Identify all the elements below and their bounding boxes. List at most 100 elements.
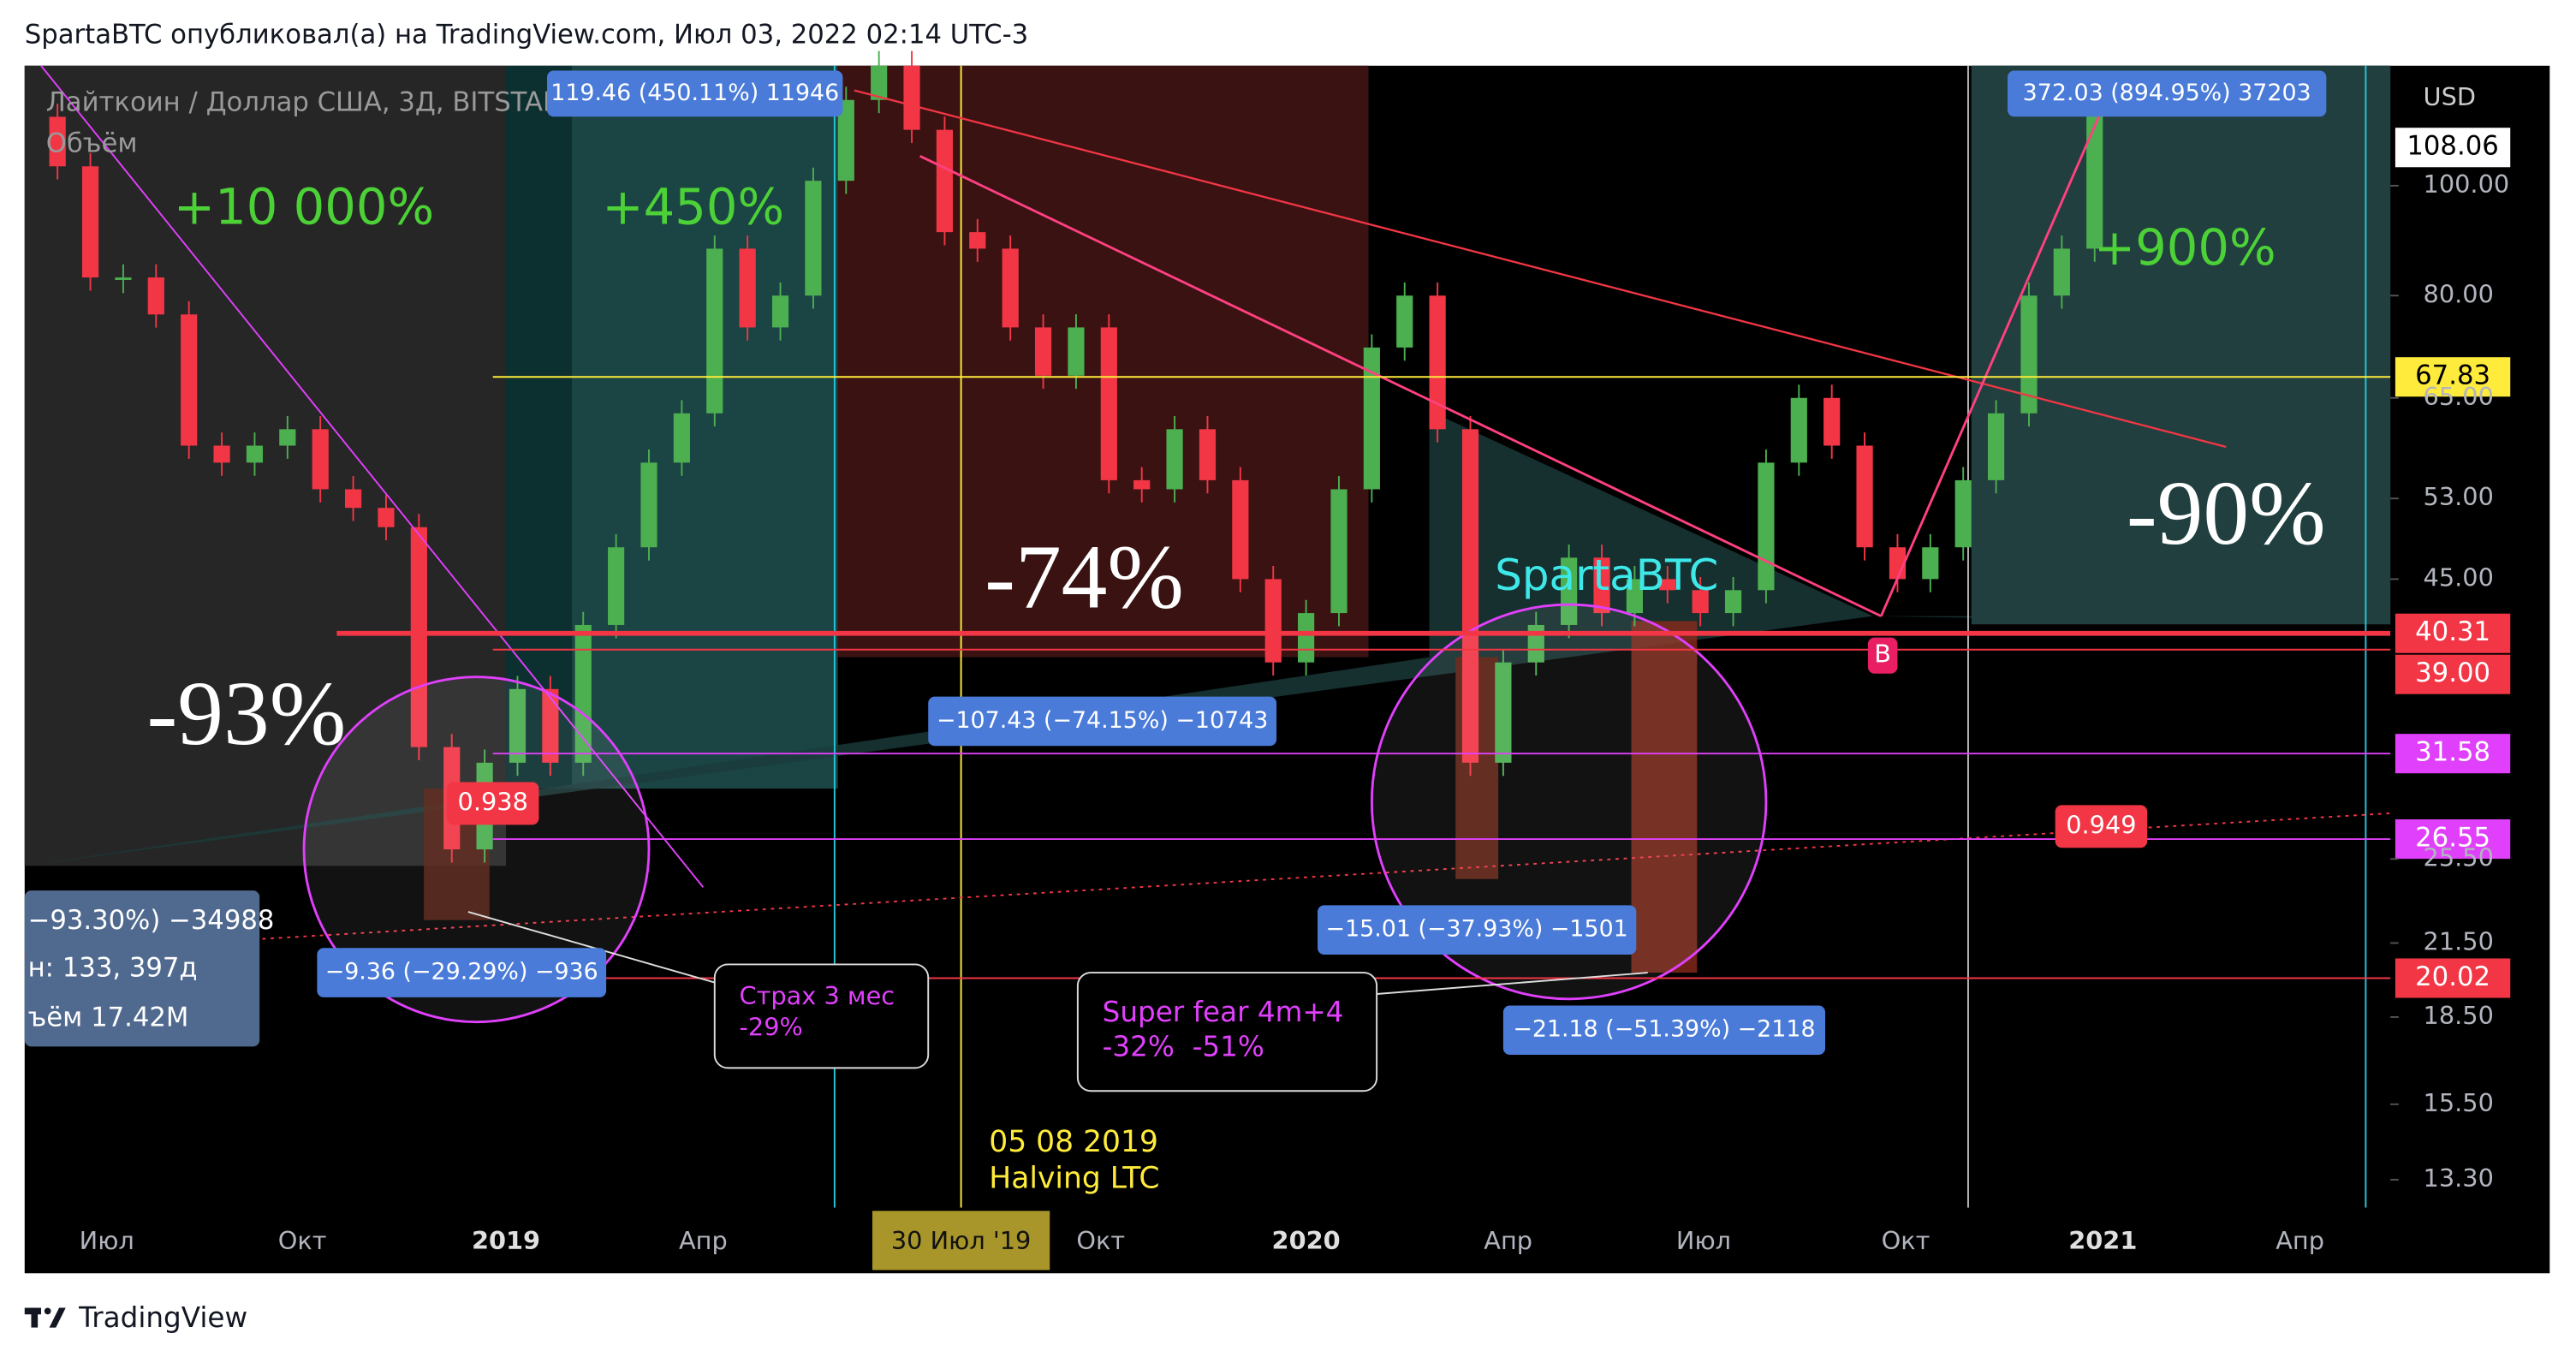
price-label: 67.83 (2415, 361, 2490, 391)
annotation: +450% (602, 178, 784, 235)
candle (542, 688, 559, 763)
price-label-box (2395, 819, 2511, 860)
candle (1495, 662, 1512, 763)
annotation: +10 000% (174, 178, 434, 235)
candle (1133, 479, 1151, 490)
candle (1724, 590, 1742, 614)
candle (1626, 579, 1644, 614)
candle (673, 413, 690, 463)
y-tick-label: 80.00 (2424, 279, 2494, 308)
callout-line (1377, 972, 1648, 995)
candle (640, 462, 657, 548)
logo (24, 1307, 66, 1328)
candle (1232, 479, 1249, 580)
candle (1166, 429, 1183, 490)
candle (2020, 295, 2038, 414)
callout-text: Страх 3 мес (740, 981, 895, 1010)
candle (1461, 429, 1479, 763)
marker-label: 0.938 (458, 787, 528, 816)
price-label: 20.02 (2415, 962, 2490, 992)
candle (378, 508, 395, 527)
y-tick-label: 13.30 (2424, 1164, 2494, 1193)
y-tick-label: 15.50 (2424, 1088, 2494, 1117)
candle (1034, 327, 1052, 376)
currency: USD (2424, 82, 2476, 111)
candle (1363, 347, 1380, 490)
callout-box (713, 963, 930, 1069)
x-tick-label: Окт (1076, 1226, 1125, 1255)
trend-line (919, 155, 1882, 617)
header: SpartaBTC опубликовал(а) на TradingView.… (25, 21, 1028, 51)
measure-label: 372.03 (894.95%) 37203 (2023, 80, 2311, 106)
price-label-box (2395, 958, 2511, 998)
indicator: Объём (46, 128, 138, 158)
footer: TradingView (78, 1301, 247, 1334)
candle (279, 429, 296, 446)
candle (1659, 579, 1676, 591)
candle (509, 688, 527, 763)
measure-label: −107.43 (−74.15%) −10743 (937, 707, 1268, 734)
info-text: −93.30%) −34988 (28, 906, 275, 936)
annotation: +900% (2094, 219, 2276, 277)
callout-text: Super fear 4m+4 (1103, 996, 1344, 1028)
candle (871, 65, 888, 100)
logo-mark (49, 1307, 66, 1328)
annotation: Halving LTC (989, 1161, 1159, 1195)
y-tick-label: 18.50 (2424, 1001, 2494, 1030)
x-tick-label: 2019 (472, 1226, 540, 1255)
logo-mark (44, 1307, 51, 1315)
candle (1922, 547, 1939, 580)
price-label: 26.55 (2415, 824, 2490, 854)
y-tick-label: 100.00 (2424, 170, 2510, 199)
crosshair-box (872, 1211, 1050, 1271)
measure-label: −21.18 (−51.39%) −2118 (1513, 1016, 1815, 1043)
candle (1692, 590, 1709, 614)
trend-line (40, 65, 705, 888)
candle (1429, 295, 1446, 430)
measure-label: 119.46 (450.11%) 11946 (550, 80, 839, 106)
candle (344, 489, 362, 509)
candle (1199, 429, 1217, 480)
candle (903, 65, 920, 130)
candle (739, 248, 756, 328)
candle (49, 116, 66, 167)
callout-line (467, 911, 716, 984)
candle (115, 277, 132, 280)
candle (1068, 327, 1085, 376)
price-label-box (2395, 613, 2511, 653)
price-label-box (2395, 128, 2511, 168)
zone-teal (506, 65, 572, 789)
candle (312, 429, 329, 490)
candle (1561, 557, 1578, 625)
candle (1100, 327, 1117, 480)
x-tick-label: Апр (1484, 1226, 1532, 1255)
candle (246, 445, 264, 463)
candle (969, 232, 986, 249)
price-label-box (2395, 654, 2511, 694)
x-tick-label: Окт (278, 1226, 327, 1255)
annotation: -93% (146, 663, 346, 765)
candle (2053, 248, 2070, 296)
zone-teal (1971, 65, 2391, 625)
candle (805, 181, 822, 296)
circle (1370, 603, 1768, 1001)
candle (706, 248, 723, 414)
y-tick-label: 53.00 (2424, 482, 2494, 511)
x-tick-label: Июл (1676, 1226, 1731, 1255)
trend-line (854, 89, 2227, 449)
candle (181, 314, 198, 446)
measure-box (1318, 905, 1637, 955)
candle (1330, 489, 1347, 614)
candle (81, 166, 99, 278)
logo-mark (31, 1307, 39, 1328)
marker-box (446, 782, 539, 825)
annotation: -90% (2127, 462, 2326, 564)
callout-box (1076, 972, 1378, 1092)
candle (771, 295, 789, 328)
y-tick-label: 21.50 (2424, 926, 2494, 955)
candle (608, 547, 625, 625)
annotation: SpartaBTC (1495, 551, 1718, 600)
candle (1790, 397, 1807, 463)
candle (410, 527, 427, 747)
